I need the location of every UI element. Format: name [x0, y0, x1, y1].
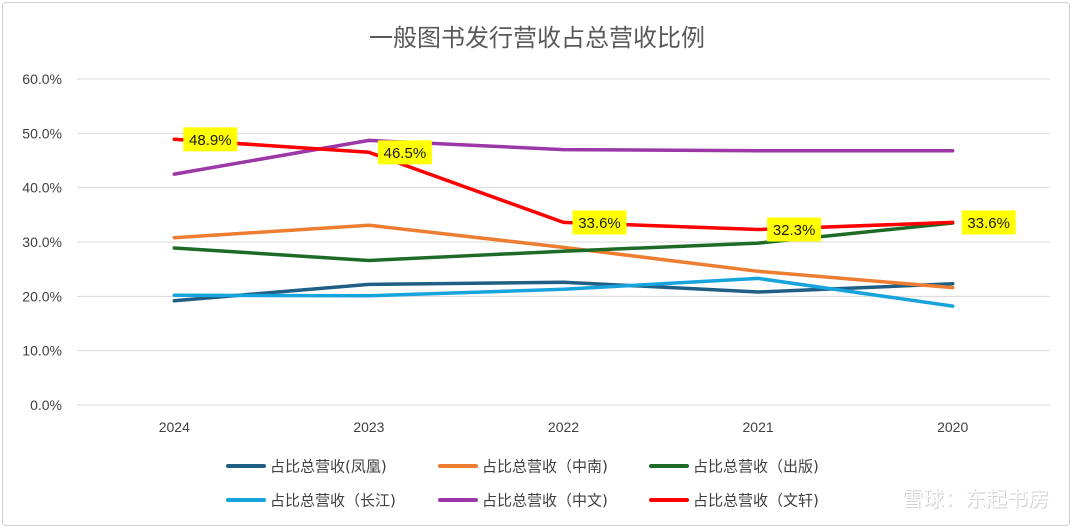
data-label-text: 33.6%: [578, 215, 621, 232]
legend-item: 占比总营收（长江): [226, 492, 396, 510]
y-tick-label: 10.0%: [22, 343, 62, 359]
x-tick-label: 2024: [159, 419, 190, 435]
legend-label: 占比总营收（中南): [482, 458, 608, 476]
legend-item: 占比总营收(凤凰): [226, 458, 387, 476]
legend: 占比总营收(凤凰) 占比总营收（中南) 占比总营收（出版) 占比总营收（长江) 占比总营…: [226, 458, 819, 510]
x-tick-label: 2021: [743, 419, 774, 435]
x-axis-ticks: 2024 2023 2022 2021 2020: [159, 419, 969, 435]
data-label-bg: [377, 140, 432, 165]
data-label-bg: [183, 127, 238, 152]
data-label-bg: [572, 210, 627, 235]
series-line-1: [172, 223, 955, 290]
legend-label: 占比总营收(凤凰): [270, 458, 387, 476]
data-labels: 48.9% 46.5% 33.6% 32.3% 33.6%: [183, 127, 1016, 242]
data-label-text: 32.3%: [773, 222, 816, 239]
data-label-text: 33.6%: [967, 215, 1010, 232]
y-tick-label: 30.0%: [22, 234, 62, 250]
data-label-text: 46.5%: [384, 145, 427, 162]
data-label: 32.3%: [767, 217, 822, 242]
y-tick-label: 20.0%: [22, 288, 62, 304]
y-tick-label: 40.0%: [22, 180, 62, 196]
series-line-4: [172, 138, 955, 176]
legend-item: 占比总营收（中南): [438, 458, 608, 476]
y-tick-label: 60.0%: [22, 71, 62, 87]
legend-item: 占比总营收（出版): [649, 458, 819, 476]
data-label-bg: [961, 210, 1016, 235]
series-lines: [172, 137, 955, 308]
y-tick-label: 0.0%: [30, 397, 62, 413]
y-axis-ticks: 0.0% 10.0% 20.0% 30.0% 40.0% 50.0% 60.0%: [22, 71, 62, 413]
legend-label: 占比总营收（文轩): [693, 492, 819, 510]
data-label: 46.5%: [377, 140, 432, 165]
legend-label: 占比总营收（中文): [482, 492, 608, 510]
x-tick-label: 2022: [548, 419, 579, 435]
legend-label: 占比总营收（出版): [693, 458, 819, 476]
series-line-5: [172, 137, 955, 232]
data-label: 33.6%: [961, 210, 1016, 235]
series-line-2: [172, 221, 955, 263]
x-tick-label: 2023: [353, 419, 384, 435]
data-label-text: 48.9%: [189, 132, 232, 149]
data-label-bg: [767, 217, 822, 242]
x-tick-label: 2020: [937, 419, 968, 435]
data-label: 48.9%: [183, 127, 238, 152]
legend-item: 占比总营收（文轩): [649, 492, 819, 510]
data-label: 33.6%: [572, 210, 627, 235]
legend-label: 占比总营收（长江): [270, 492, 396, 510]
series-line-0: [172, 280, 955, 303]
watermark-shadow: 雪球：东起书房: [903, 488, 1050, 512]
chart-title: 一般图书发行营收占总营收比例: [369, 24, 705, 52]
legend-item: 占比总营收（中文): [438, 492, 608, 510]
series-line-3: [172, 276, 955, 308]
watermark-text: 雪球：东起书房: [902, 487, 1049, 511]
grid-lines: [77, 78, 1050, 406]
y-tick-label: 50.0%: [22, 125, 62, 141]
